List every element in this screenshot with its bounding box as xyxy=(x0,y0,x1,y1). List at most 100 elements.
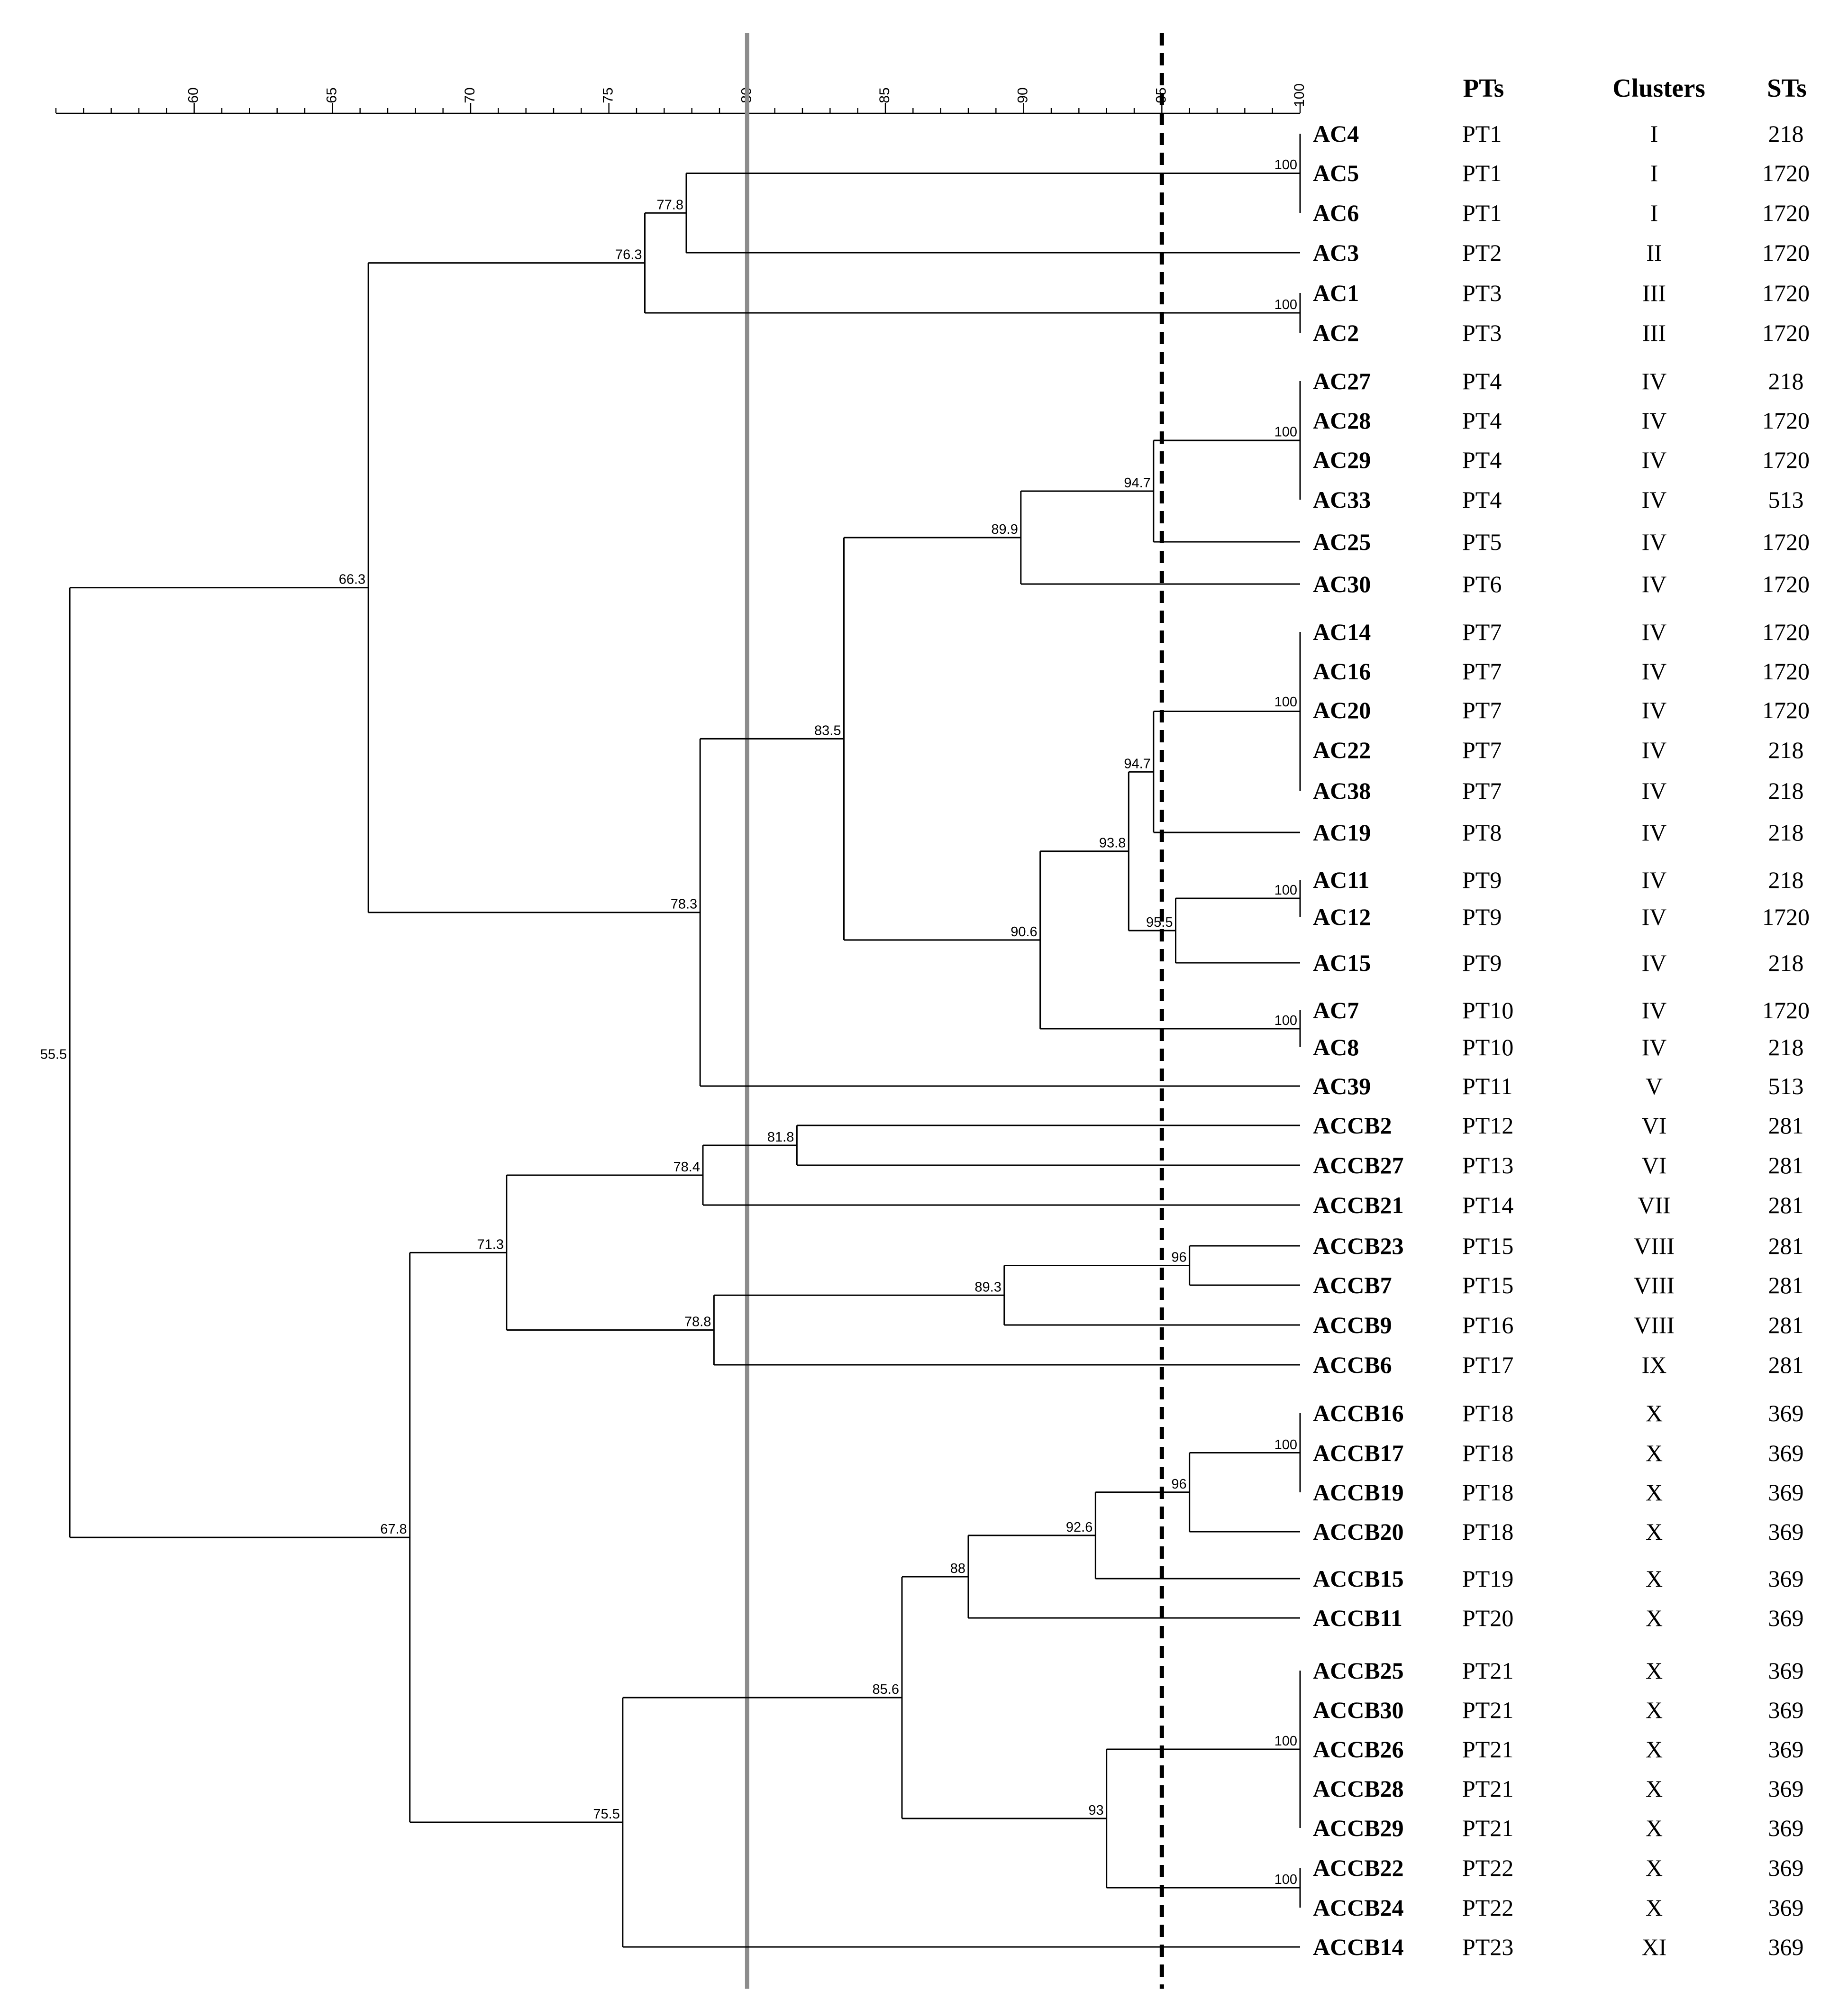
isolate-row: AC16 PT7 IV 1720 xyxy=(1313,658,1810,685)
pt-value: PT7 xyxy=(1462,619,1502,645)
isolate-label: ACCB25 xyxy=(1313,1657,1404,1684)
pt-value: PT18 xyxy=(1462,1518,1513,1545)
isolate-label: AC33 xyxy=(1313,486,1371,513)
st-value: 369 xyxy=(1768,1934,1804,1960)
st-value: 369 xyxy=(1768,1657,1804,1684)
pt-value: PT20 xyxy=(1462,1605,1513,1631)
isolate-label: ACCB2 xyxy=(1313,1112,1392,1139)
pt-value: PT1 xyxy=(1462,160,1502,186)
isolate-row: AC25 PT5 IV 1720 xyxy=(1313,529,1810,555)
isolate-row: AC28 PT4 IV 1720 xyxy=(1313,407,1810,434)
pt-value: PT18 xyxy=(1462,1440,1513,1466)
cluster-value: III xyxy=(1642,280,1666,306)
isolate-row: ACCB26 PT21 X 369 xyxy=(1313,1736,1804,1763)
axis-tick-label: 90 xyxy=(1015,87,1031,103)
pt-value: PT4 xyxy=(1462,486,1502,513)
node-similarity-label: 66.3 xyxy=(339,572,365,587)
isolate-row: ACCB21 PT14 VII 281 xyxy=(1313,1192,1804,1218)
similarity-axis: 6065707580859095100 xyxy=(55,83,1307,114)
cluster-value: X xyxy=(1646,1440,1663,1466)
cluster-value: IV xyxy=(1642,1034,1667,1060)
isolate-label: ACCB24 xyxy=(1313,1894,1404,1921)
cluster-value: IV xyxy=(1642,619,1667,645)
pt-value: PT18 xyxy=(1462,1400,1513,1426)
pt-value: PT1 xyxy=(1462,120,1502,147)
st-value: 281 xyxy=(1768,1272,1804,1298)
cluster-value: IV xyxy=(1642,571,1667,597)
st-value: 218 xyxy=(1768,777,1804,804)
axis-tick-label: 65 xyxy=(324,87,339,103)
cluster-value: IV xyxy=(1642,777,1667,804)
isolate-label: AC22 xyxy=(1313,737,1371,763)
node-similarity-label: 75.5 xyxy=(593,1807,619,1822)
pt-value: PT7 xyxy=(1462,777,1502,804)
node-similarity-label: 67.8 xyxy=(380,1522,407,1537)
pt-value: PT8 xyxy=(1462,819,1502,846)
isolate-label: AC5 xyxy=(1313,160,1359,186)
st-value: 513 xyxy=(1768,486,1804,513)
isolate-row: AC2 PT3 III 1720 xyxy=(1313,320,1810,346)
st-value: 1720 xyxy=(1762,658,1810,685)
pt-value: PT1 xyxy=(1462,200,1502,226)
isolate-row: AC29 PT4 IV 1720 xyxy=(1313,447,1810,473)
isolate-label: ACCB19 xyxy=(1313,1479,1404,1506)
cluster-value: IV xyxy=(1642,697,1667,723)
node-similarity-label: 71.3 xyxy=(477,1237,503,1252)
isolate-label: AC16 xyxy=(1313,658,1371,685)
isolate-row: ACCB7 PT15 VIII 281 xyxy=(1313,1272,1804,1298)
isolate-label: AC12 xyxy=(1313,904,1371,930)
isolate-label: ACCB23 xyxy=(1313,1233,1404,1259)
isolate-label: ACCB27 xyxy=(1313,1152,1404,1179)
isolate-row: ACCB30 PT21 X 369 xyxy=(1313,1697,1804,1723)
pt-value: PT23 xyxy=(1462,1934,1513,1960)
st-value: 369 xyxy=(1768,1697,1804,1723)
pt-value: PT21 xyxy=(1462,1736,1513,1763)
isolate-label: AC11 xyxy=(1313,867,1369,893)
node-similarity-label: 96 xyxy=(1171,1250,1186,1265)
pt-value: PT10 xyxy=(1462,997,1513,1023)
pt-value: PT5 xyxy=(1462,529,1502,555)
st-value: 281 xyxy=(1768,1233,1804,1259)
isolate-row: ACCB14 PT23 XI 369 xyxy=(1313,1934,1804,1960)
isolate-row: AC39 PT11 V 513 xyxy=(1313,1073,1804,1099)
axis-tick-label: 60 xyxy=(186,87,201,103)
isolate-row: AC11 PT9 IV 218 xyxy=(1313,867,1804,893)
isolate-row: ACCB11 PT20 X 369 xyxy=(1313,1605,1804,1631)
column-headers: PTs Clusters STs xyxy=(1463,73,1807,102)
isolate-label: ACCB6 xyxy=(1313,1352,1392,1378)
cluster-value: VI xyxy=(1642,1112,1667,1139)
node-similarity-label: 100 xyxy=(1274,1872,1297,1887)
st-value: 281 xyxy=(1768,1312,1804,1338)
isolate-row: ACCB22 PT22 X 369 xyxy=(1313,1855,1804,1881)
pt-value: PT7 xyxy=(1462,658,1502,685)
axis-tick-label: 100 xyxy=(1292,83,1307,107)
cluster-value: III xyxy=(1642,320,1666,346)
cluster-value: VIII xyxy=(1634,1233,1675,1259)
pt-value: PT4 xyxy=(1462,407,1502,434)
st-value: 1720 xyxy=(1762,320,1810,346)
node-similarity-label: 88 xyxy=(950,1561,965,1576)
st-value: 369 xyxy=(1768,1479,1804,1506)
pt-value: PT22 xyxy=(1462,1855,1513,1881)
cluster-value: VIII xyxy=(1634,1312,1675,1338)
cluster-value: X xyxy=(1646,1605,1663,1631)
st-value: 281 xyxy=(1768,1152,1804,1179)
isolate-label: ACCB28 xyxy=(1313,1775,1404,1802)
pt-value: PT4 xyxy=(1462,368,1502,394)
isolate-label: AC25 xyxy=(1313,529,1371,555)
pt-value: PT21 xyxy=(1462,1697,1513,1723)
pt-value: PT19 xyxy=(1462,1565,1513,1592)
pt-value: PT4 xyxy=(1462,447,1502,473)
st-value: 1720 xyxy=(1762,619,1810,645)
cluster-value: V xyxy=(1646,1073,1663,1099)
cluster-value: X xyxy=(1646,1518,1663,1545)
isolate-row: AC19 PT8 IV 218 xyxy=(1313,819,1804,846)
st-value: 513 xyxy=(1768,1073,1804,1099)
cluster-value: IV xyxy=(1642,368,1667,394)
pt-value: PT15 xyxy=(1462,1272,1513,1298)
isolate-label: ACCB15 xyxy=(1313,1565,1404,1592)
st-value: 1720 xyxy=(1762,407,1810,434)
cluster-value: IV xyxy=(1642,997,1667,1023)
isolate-label: AC27 xyxy=(1313,368,1371,394)
